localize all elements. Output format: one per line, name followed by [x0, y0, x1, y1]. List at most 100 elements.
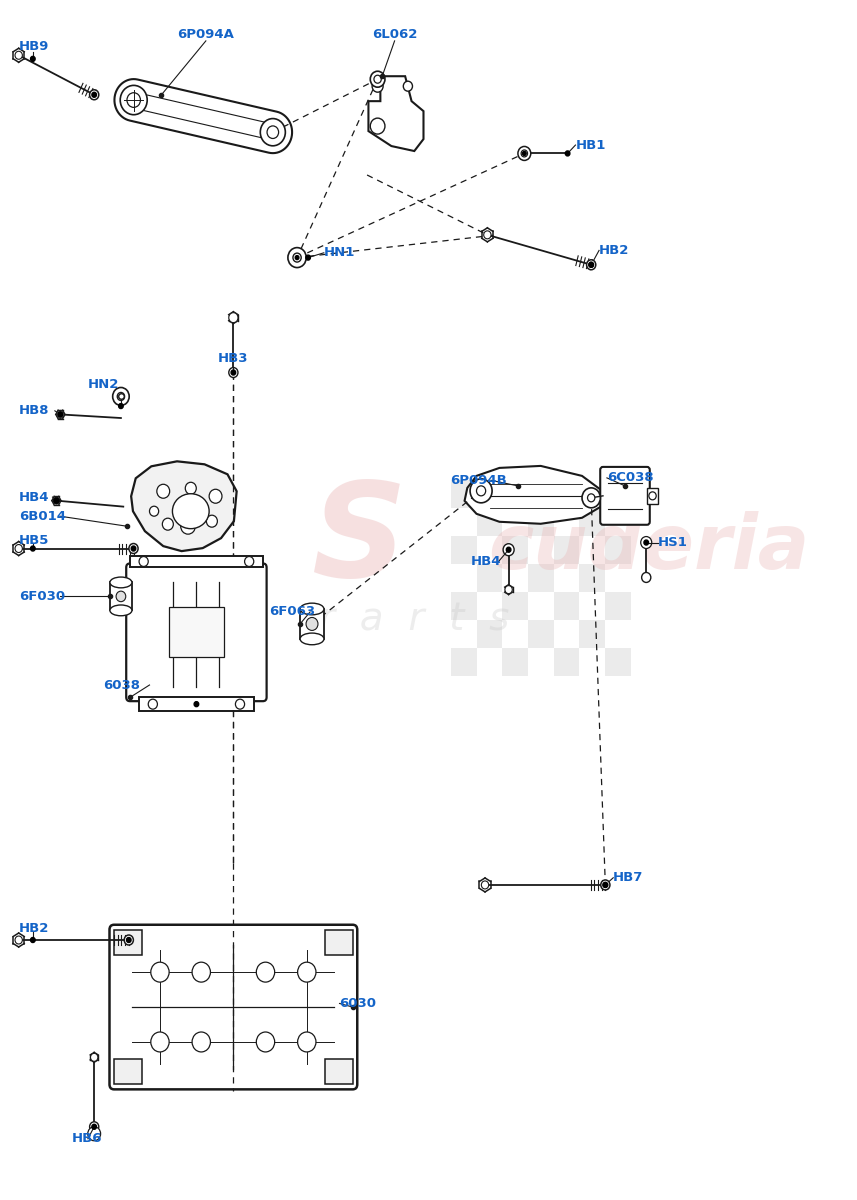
Text: HB1: HB1: [575, 138, 606, 151]
Ellipse shape: [300, 604, 324, 614]
Bar: [605, 536, 631, 564]
Circle shape: [116, 592, 126, 601]
Circle shape: [588, 494, 595, 502]
Text: HB4: HB4: [19, 491, 49, 504]
Circle shape: [151, 962, 169, 982]
Ellipse shape: [110, 605, 132, 616]
Circle shape: [370, 118, 385, 134]
Circle shape: [370, 71, 385, 88]
Circle shape: [288, 247, 306, 268]
Text: HB9: HB9: [19, 41, 49, 53]
Circle shape: [91, 1054, 98, 1061]
Text: 6B014: 6B014: [19, 510, 66, 523]
Circle shape: [54, 498, 59, 503]
Circle shape: [112, 388, 129, 406]
Circle shape: [256, 1032, 275, 1052]
Circle shape: [603, 882, 608, 888]
Bar: [554, 592, 579, 620]
Circle shape: [229, 367, 238, 378]
Bar: [300, 608, 324, 638]
Circle shape: [506, 547, 511, 552]
Circle shape: [127, 937, 131, 942]
Circle shape: [207, 515, 218, 527]
Circle shape: [404, 82, 412, 91]
Circle shape: [523, 151, 526, 156]
Text: HB2: HB2: [19, 922, 49, 935]
Circle shape: [589, 263, 594, 268]
Circle shape: [31, 937, 35, 942]
Text: 6C038: 6C038: [607, 472, 654, 485]
Polygon shape: [131, 461, 237, 551]
Bar: [325, 930, 353, 955]
Bar: [554, 536, 579, 564]
Text: r  a  r  t  s: r a r t s: [319, 601, 510, 638]
FancyBboxPatch shape: [126, 564, 267, 701]
Circle shape: [120, 85, 147, 115]
Bar: [605, 648, 631, 676]
Circle shape: [90, 90, 99, 100]
Ellipse shape: [110, 577, 132, 588]
FancyBboxPatch shape: [600, 467, 650, 524]
Circle shape: [503, 544, 514, 556]
Circle shape: [181, 518, 195, 534]
Circle shape: [195, 702, 199, 707]
Polygon shape: [139, 697, 254, 712]
Text: 6P094B: 6P094B: [450, 474, 506, 487]
Circle shape: [157, 485, 170, 498]
Bar: [605, 592, 631, 620]
Circle shape: [297, 1032, 316, 1052]
FancyBboxPatch shape: [110, 925, 357, 1090]
Circle shape: [185, 482, 196, 494]
Circle shape: [54, 498, 59, 503]
Circle shape: [192, 962, 211, 982]
Bar: [476, 564, 502, 592]
Circle shape: [31, 56, 35, 61]
Bar: [110, 582, 132, 611]
Text: HN1: HN1: [324, 246, 355, 259]
Circle shape: [649, 492, 656, 500]
Circle shape: [505, 586, 512, 594]
Text: HB4: HB4: [470, 556, 501, 568]
Text: 6F030: 6F030: [19, 590, 65, 602]
Circle shape: [231, 370, 236, 376]
Circle shape: [192, 1032, 211, 1052]
Circle shape: [15, 936, 22, 944]
Bar: [528, 564, 554, 592]
Bar: [502, 592, 528, 620]
Circle shape: [476, 486, 486, 496]
Circle shape: [293, 253, 301, 262]
Circle shape: [261, 119, 285, 146]
Circle shape: [297, 962, 316, 982]
Circle shape: [53, 497, 60, 504]
Circle shape: [374, 76, 381, 83]
Circle shape: [58, 412, 63, 416]
Bar: [451, 592, 476, 620]
Circle shape: [518, 146, 530, 161]
Bar: [114, 930, 141, 955]
Circle shape: [642, 572, 650, 582]
Bar: [554, 480, 579, 509]
Circle shape: [521, 150, 528, 157]
Circle shape: [236, 700, 244, 709]
Circle shape: [267, 126, 279, 138]
Bar: [528, 620, 554, 648]
Circle shape: [119, 395, 123, 398]
Circle shape: [151, 1032, 169, 1052]
Circle shape: [15, 545, 22, 552]
Ellipse shape: [172, 493, 209, 529]
Polygon shape: [115, 79, 292, 154]
Circle shape: [117, 392, 124, 401]
Bar: [554, 648, 579, 676]
Circle shape: [131, 546, 135, 551]
Circle shape: [372, 80, 383, 92]
Bar: [325, 1060, 353, 1085]
Circle shape: [57, 410, 64, 419]
Circle shape: [129, 544, 138, 553]
Circle shape: [296, 256, 299, 259]
Circle shape: [92, 92, 97, 97]
Circle shape: [256, 962, 275, 982]
Text: HN2: HN2: [88, 378, 119, 391]
Circle shape: [90, 1122, 99, 1132]
Polygon shape: [464, 466, 602, 523]
Bar: [114, 1060, 141, 1085]
